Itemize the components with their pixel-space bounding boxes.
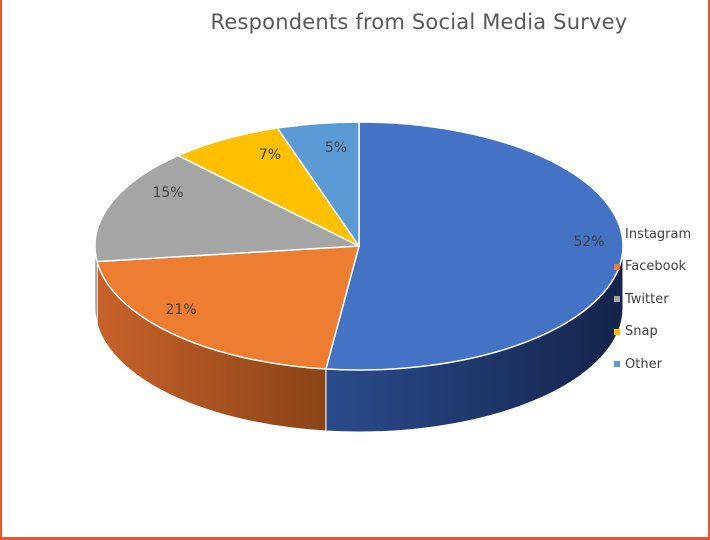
frame-edge-bottom — [0, 537, 710, 540]
pie-slice-instagram — [325, 121, 624, 371]
legend-item-snap: Snap — [614, 316, 691, 349]
chart-title: Respondents from Social Media Survey — [210, 10, 628, 34]
legend-swatch — [614, 263, 620, 270]
legend-item-facebook: Facebook — [614, 251, 691, 284]
legend-label: Snap — [625, 324, 658, 340]
frame-edge-right — [708, 0, 710, 540]
legend-label: Instagram — [625, 226, 692, 242]
pie-slice-twitter — [94, 154, 360, 263]
legend-item-twitter: Twitter — [614, 283, 691, 316]
data-label-snap: 7% — [259, 147, 281, 163]
data-label-instagram: 52% — [573, 234, 604, 250]
legend-label: Twitter — [625, 291, 669, 307]
legend-label: Facebook — [625, 259, 687, 275]
frame-edge-left — [0, 0, 2, 540]
legend-label: Other — [625, 356, 662, 372]
pie-slice-snap — [177, 127, 360, 247]
legend-swatch — [614, 231, 620, 238]
data-label-facebook: 21% — [165, 302, 196, 318]
legend-item-other: Other — [614, 348, 691, 381]
legend-swatch — [614, 361, 620, 368]
pie-slice-facebook — [96, 245, 360, 370]
legend-item-instagram: Instagram — [614, 218, 691, 251]
legend-swatch — [614, 296, 620, 303]
legend-swatch — [614, 328, 620, 335]
data-label-other: 5% — [325, 140, 347, 156]
legend: Instagram Facebook Twitter Snap Other — [614, 218, 691, 381]
data-label-twitter: 15% — [152, 185, 183, 201]
pie-slice-other — [276, 121, 360, 247]
